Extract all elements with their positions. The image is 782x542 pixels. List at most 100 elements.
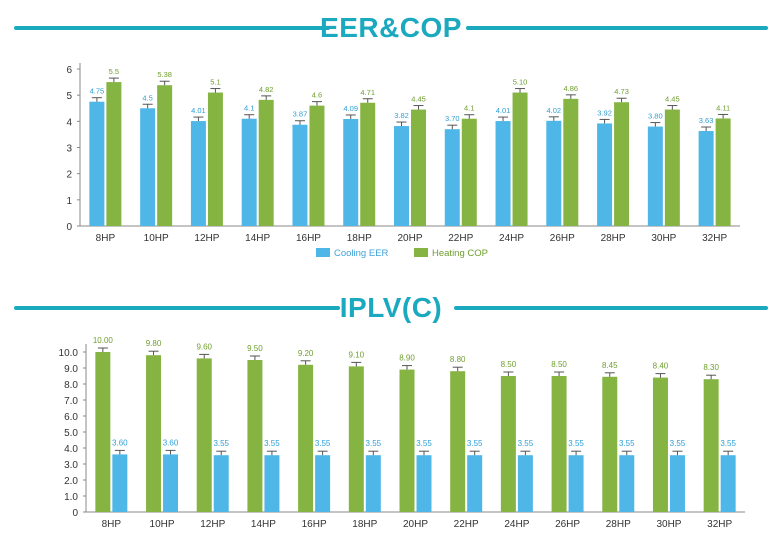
bar-cooling-eer (190, 121, 206, 226)
iplv-header: IPLV(C) (0, 288, 782, 328)
bar-iplv-green (247, 360, 263, 512)
data-label-heating: 4.73 (614, 87, 629, 96)
x-tick-label: 30HP (651, 233, 676, 244)
bar-heating-cop (664, 109, 680, 226)
y-tick-label: 5.0 (64, 428, 78, 439)
x-tick-label: 10HP (144, 233, 169, 244)
data-label-cooling: 3.92 (597, 108, 612, 117)
bar-heating-cop (258, 99, 274, 226)
data-label-blue: 3.60 (112, 438, 128, 447)
data-label-green: 8.45 (602, 361, 618, 370)
bar-iplv-blue (264, 455, 280, 512)
eer-cop-header: EER&COP (0, 8, 782, 48)
bar-iplv-green (399, 369, 415, 512)
data-label-heating: 4.6 (312, 91, 322, 100)
x-tick-label: 30HP (656, 519, 681, 530)
bar-iplv-green (450, 371, 466, 512)
data-label-green: 10.00 (93, 336, 114, 345)
bar-heating-cop (157, 85, 173, 227)
data-label-blue: 3.60 (163, 438, 179, 447)
bar-cooling-eer (89, 101, 105, 226)
x-tick-label: 22HP (454, 519, 479, 530)
data-label-green: 9.10 (349, 350, 365, 359)
data-label-green: 8.40 (653, 362, 669, 371)
data-label-heating: 4.86 (564, 84, 579, 93)
bar-iplv-blue (112, 454, 128, 512)
data-label-cooling: 3.82 (394, 111, 409, 120)
y-tick-label: 6.0 (64, 412, 78, 423)
y-tick-label: 3.0 (64, 460, 78, 471)
y-tick-label: 3 (66, 144, 72, 155)
data-label-blue: 3.55 (670, 439, 686, 448)
bar-heating-cop (715, 118, 731, 226)
bar-iplv-green (196, 358, 212, 512)
bar-iplv-blue (669, 455, 685, 512)
y-tick-label: 4.0 (64, 444, 78, 455)
data-label-green: 9.50 (247, 344, 263, 353)
data-label-heating: 4.45 (665, 95, 680, 104)
data-label-cooling: 3.80 (648, 112, 663, 121)
bar-iplv-blue (315, 455, 331, 512)
x-tick-label: 10HP (150, 519, 175, 530)
bar-cooling-eer (241, 118, 257, 226)
bar-cooling-eer (394, 126, 409, 226)
data-label-cooling: 4.5 (142, 93, 152, 102)
data-label-heating: 4.11 (716, 103, 730, 112)
legend-swatch-cooling (316, 248, 330, 257)
data-label-cooling: 4.01 (496, 106, 511, 115)
x-tick-label: 16HP (302, 519, 327, 530)
x-tick-label: 14HP (251, 519, 276, 530)
x-tick-label: 22HP (448, 233, 473, 244)
x-tick-label: 20HP (397, 233, 422, 244)
bar-cooling-eer (444, 129, 460, 226)
bar-iplv-blue (416, 455, 432, 512)
data-label-green: 8.90 (399, 354, 415, 363)
data-label-heating: 4.1 (464, 104, 474, 113)
bar-cooling-eer (546, 120, 562, 226)
x-tick-label: 18HP (352, 519, 377, 530)
data-label-heating: 4.82 (259, 85, 274, 94)
y-tick-label: 8.0 (64, 380, 78, 391)
bar-iplv-blue (568, 455, 584, 512)
bar-iplv-green (602, 376, 618, 512)
legend-label-heating: Heating COP (432, 248, 488, 259)
bar-iplv-green (348, 366, 364, 512)
x-tick-label: 20HP (403, 519, 428, 530)
header-rule-right (466, 26, 768, 30)
bar-iplv-green (95, 352, 111, 512)
x-tick-label: 14HP (245, 233, 270, 244)
x-tick-label: 12HP (194, 233, 219, 244)
bar-heating-cop (461, 118, 477, 226)
y-tick-label: 0 (72, 508, 78, 519)
y-tick-label: 2 (66, 170, 72, 181)
data-label-blue: 3.55 (366, 439, 382, 448)
bar-iplv-green (146, 355, 162, 512)
x-tick-label: 8HP (96, 233, 116, 244)
iplv-chart: 0 1.0 2.0 3.0 4.0 5.0 6.0 7.0 8.0 9.0 10.0 10.00 3.6… (59, 336, 745, 530)
bar-heating-cop (106, 82, 122, 226)
x-tick-label: 28HP (606, 519, 631, 530)
x-tick-label: 24HP (504, 519, 529, 530)
header-rule-left (14, 306, 340, 310)
bar-cooling-eer (292, 124, 308, 226)
data-label-blue: 3.55 (315, 439, 331, 448)
y-tick-label: 2.0 (64, 476, 78, 487)
x-tick-label: 32HP (702, 233, 727, 244)
data-label-blue: 3.55 (720, 439, 736, 448)
bar-iplv-blue (517, 455, 533, 512)
header-rule-left (14, 26, 330, 30)
bar-iplv-blue (619, 455, 635, 512)
y-tick-label: 9.0 (64, 364, 78, 375)
data-label-heating: 4.71 (360, 88, 375, 97)
bar-iplv-blue (720, 455, 736, 512)
x-tick-label: 16HP (296, 233, 321, 244)
data-label-blue: 3.55 (518, 439, 534, 448)
bar-iplv-green (298, 364, 314, 512)
bar-cooling-eer (495, 121, 511, 226)
data-label-blue: 3.55 (568, 439, 584, 448)
eer-cop-chart: 0 1 2 3 4 5 6 4.75 5.5 8HP 4.5 5.38 10HP 4.01 5.1 12HP 4… (66, 63, 740, 259)
data-label-cooling: 4.1 (244, 104, 254, 113)
legend-label-cooling: Cooling EER (334, 248, 389, 259)
x-tick-label: 18HP (347, 233, 372, 244)
x-tick-label: 26HP (555, 519, 580, 530)
